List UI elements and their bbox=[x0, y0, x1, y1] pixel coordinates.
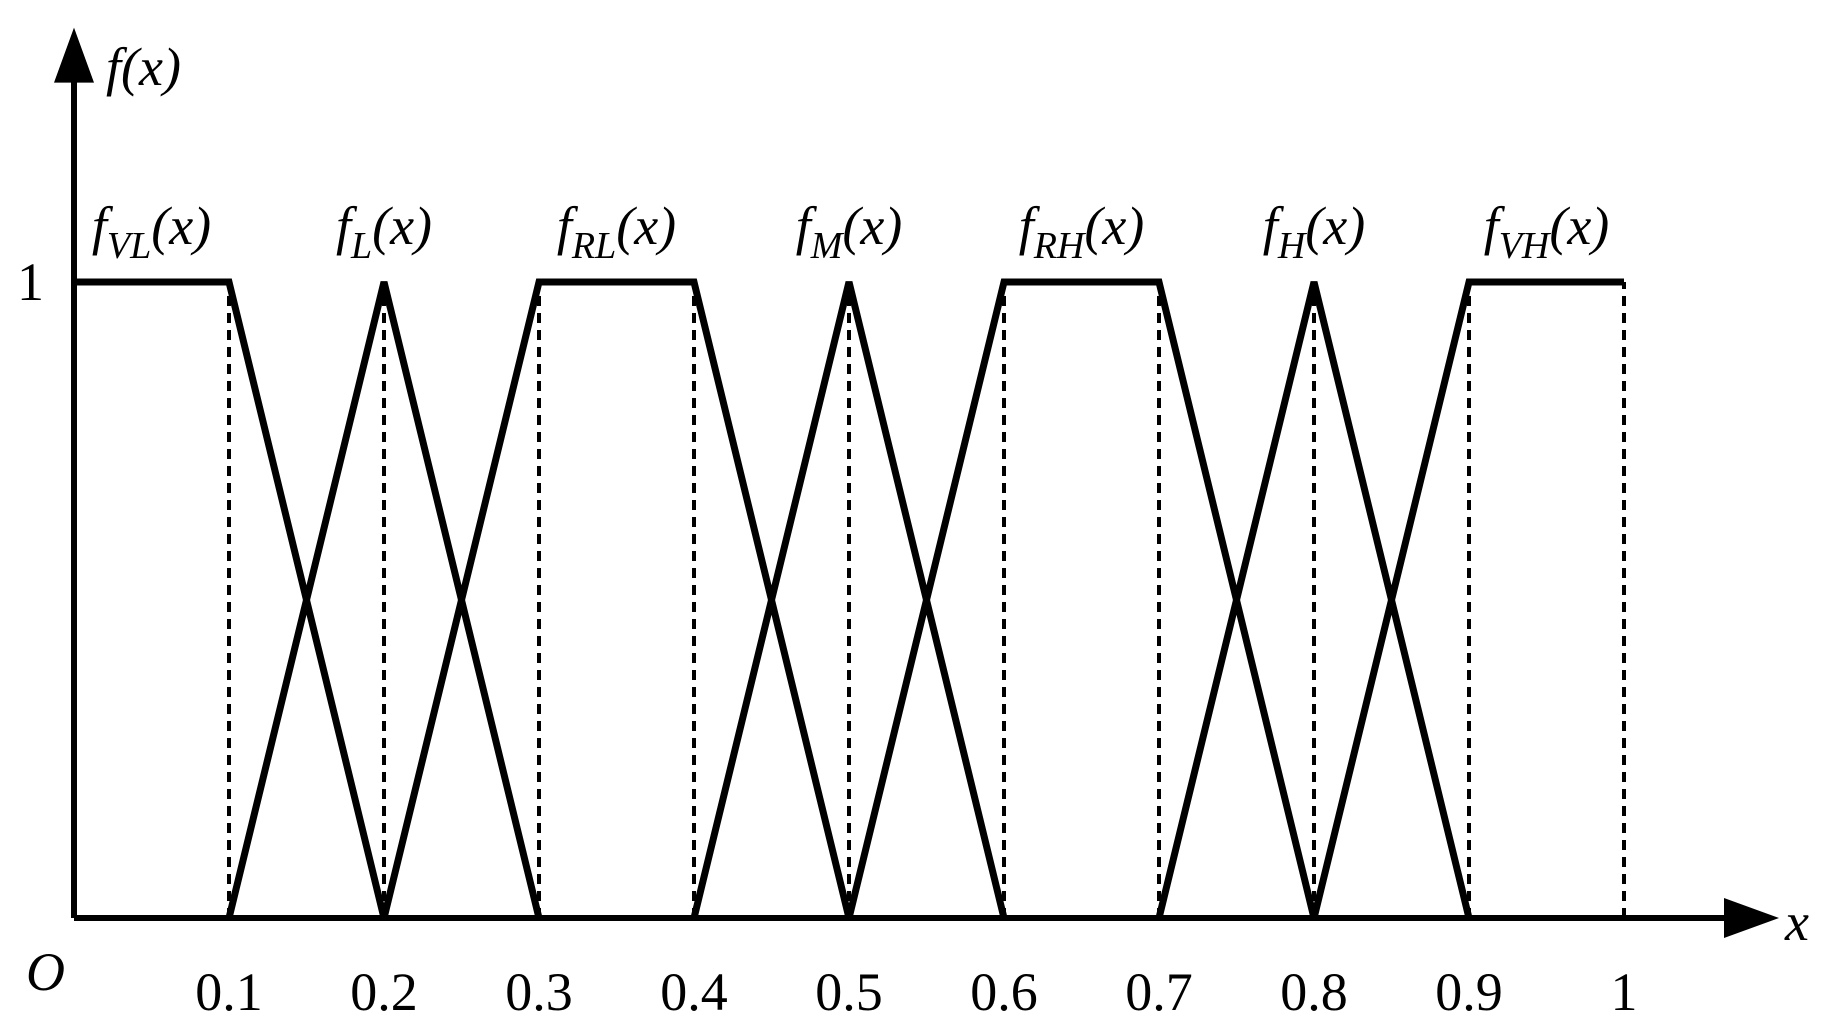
x-tick-label: 0.2 bbox=[350, 962, 418, 1022]
x-tick-label: 0.9 bbox=[1435, 962, 1503, 1022]
series-label-argument: (x) bbox=[1549, 196, 1609, 256]
series-label: fRL(x) bbox=[557, 196, 676, 267]
series-label: fH(x) bbox=[1263, 196, 1365, 267]
membership-line bbox=[845, 278, 1318, 919]
series-label-subscript: RH bbox=[1033, 225, 1087, 267]
x-tick-label: 0.4 bbox=[660, 962, 728, 1022]
series-label-subscript: H bbox=[1277, 225, 1308, 267]
x-tick-label: 0.5 bbox=[815, 962, 883, 1022]
y-tick-label: 1 bbox=[17, 252, 44, 312]
series-label: fVH(x) bbox=[1484, 196, 1610, 267]
membership-line bbox=[225, 281, 543, 919]
series-label-subscript: RL bbox=[571, 225, 616, 267]
membership-line bbox=[690, 281, 1008, 919]
x-tick-label: 1 bbox=[1611, 962, 1638, 1022]
series-label-argument: (x) bbox=[151, 196, 211, 256]
x-tick-label: 0.3 bbox=[505, 962, 573, 1022]
series-label-subscript: M bbox=[810, 225, 845, 267]
x-tick-label: 0.8 bbox=[1280, 962, 1348, 1022]
membership-line bbox=[74, 278, 388, 919]
x-tick-label: 0.7 bbox=[1125, 962, 1193, 1022]
x-axis-arrow bbox=[1724, 898, 1779, 938]
series-label-subscript: VL bbox=[107, 225, 151, 267]
y-axis-arrow bbox=[54, 27, 94, 83]
series-label-argument: (x) bbox=[1084, 196, 1144, 256]
series-label-argument: (x) bbox=[616, 196, 676, 256]
origin-label: O bbox=[26, 942, 65, 1002]
membership-line bbox=[1310, 278, 1624, 919]
series-label-subscript: L bbox=[350, 225, 372, 267]
x-tick-label: 0.1 bbox=[195, 962, 263, 1022]
series-label-argument: (x) bbox=[842, 196, 902, 256]
series-label-argument: (x) bbox=[372, 196, 432, 256]
x-tick-label: 0.6 bbox=[970, 962, 1038, 1022]
series-label: fL(x) bbox=[336, 196, 432, 267]
membership-line bbox=[1155, 281, 1473, 919]
series-label: fM(x) bbox=[796, 196, 903, 267]
series-label: fVL(x) bbox=[92, 196, 211, 267]
series-label-subscript: VH bbox=[1499, 225, 1552, 267]
series-label-argument: (x) bbox=[1305, 196, 1365, 256]
y-axis-label: f(x) bbox=[106, 37, 181, 97]
series-label: fRH(x) bbox=[1019, 196, 1145, 267]
x-axis-label: x bbox=[1784, 892, 1809, 952]
membership-line bbox=[380, 278, 853, 919]
